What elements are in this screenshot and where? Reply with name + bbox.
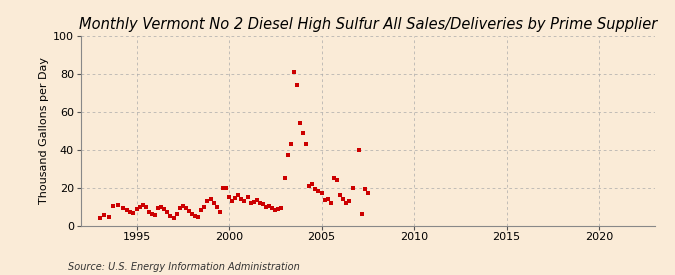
Point bbox=[258, 202, 269, 206]
Point bbox=[230, 196, 240, 200]
Point bbox=[335, 193, 346, 197]
Point bbox=[209, 200, 219, 205]
Point bbox=[153, 206, 163, 211]
Point bbox=[162, 210, 173, 214]
Point bbox=[276, 206, 287, 211]
Point bbox=[270, 208, 281, 213]
Point bbox=[298, 130, 308, 135]
Point bbox=[286, 142, 296, 146]
Point bbox=[313, 189, 324, 194]
Point bbox=[359, 187, 370, 192]
Point bbox=[180, 206, 191, 211]
Point bbox=[282, 153, 293, 158]
Point bbox=[187, 212, 198, 216]
Point bbox=[178, 204, 188, 208]
Point bbox=[261, 204, 271, 209]
Point bbox=[356, 212, 367, 216]
Point bbox=[140, 205, 151, 210]
Point bbox=[353, 147, 364, 152]
Point bbox=[307, 182, 318, 186]
Point bbox=[221, 185, 232, 190]
Point bbox=[125, 210, 136, 214]
Point bbox=[325, 200, 336, 205]
Point bbox=[329, 176, 340, 180]
Point bbox=[113, 202, 124, 207]
Point bbox=[171, 212, 182, 216]
Point bbox=[264, 204, 275, 208]
Point bbox=[294, 121, 305, 125]
Point bbox=[211, 204, 222, 209]
Point bbox=[223, 195, 234, 199]
Point bbox=[117, 206, 128, 211]
Point bbox=[215, 210, 225, 214]
Point bbox=[316, 191, 327, 196]
Point bbox=[199, 204, 210, 209]
Point bbox=[310, 187, 321, 192]
Point bbox=[190, 214, 200, 218]
Point bbox=[137, 202, 148, 207]
Point bbox=[196, 208, 207, 213]
Point bbox=[341, 200, 352, 205]
Point bbox=[193, 215, 204, 219]
Point bbox=[338, 197, 349, 201]
Point bbox=[273, 207, 284, 211]
Point bbox=[184, 209, 194, 213]
Point bbox=[156, 204, 167, 209]
Point bbox=[233, 193, 244, 197]
Point bbox=[344, 199, 355, 203]
Point bbox=[239, 199, 250, 203]
Point bbox=[165, 214, 176, 218]
Point bbox=[242, 195, 253, 199]
Point bbox=[217, 186, 228, 191]
Point bbox=[168, 216, 179, 220]
Text: Source: U.S. Energy Information Administration: Source: U.S. Energy Information Administ… bbox=[68, 262, 299, 271]
Point bbox=[131, 207, 142, 211]
Y-axis label: Thousand Gallons per Day: Thousand Gallons per Day bbox=[39, 57, 49, 204]
Point bbox=[245, 200, 256, 205]
Point bbox=[319, 198, 330, 202]
Point bbox=[99, 213, 109, 217]
Point bbox=[251, 198, 262, 202]
Point bbox=[146, 212, 157, 216]
Point bbox=[292, 83, 302, 87]
Point bbox=[227, 199, 238, 203]
Point bbox=[304, 183, 315, 188]
Point bbox=[323, 197, 333, 201]
Point bbox=[108, 204, 119, 208]
Point bbox=[254, 200, 265, 205]
Point bbox=[150, 213, 161, 217]
Point bbox=[267, 206, 277, 211]
Point bbox=[122, 208, 133, 213]
Point bbox=[174, 206, 185, 211]
Point bbox=[236, 197, 247, 201]
Point bbox=[248, 200, 259, 204]
Point bbox=[144, 210, 155, 214]
Point bbox=[205, 197, 216, 201]
Point bbox=[347, 185, 358, 190]
Point bbox=[279, 176, 290, 180]
Point bbox=[128, 211, 139, 215]
Title: Monthly Vermont No 2 Diesel High Sulfur All Sales/Deliveries by Prime Supplier: Monthly Vermont No 2 Diesel High Sulfur … bbox=[79, 17, 657, 32]
Point bbox=[362, 191, 373, 196]
Point bbox=[331, 178, 342, 182]
Point bbox=[103, 215, 114, 219]
Point bbox=[134, 204, 145, 209]
Point bbox=[288, 70, 299, 74]
Point bbox=[202, 199, 213, 203]
Point bbox=[301, 142, 312, 146]
Point bbox=[159, 207, 169, 211]
Point bbox=[94, 216, 105, 220]
